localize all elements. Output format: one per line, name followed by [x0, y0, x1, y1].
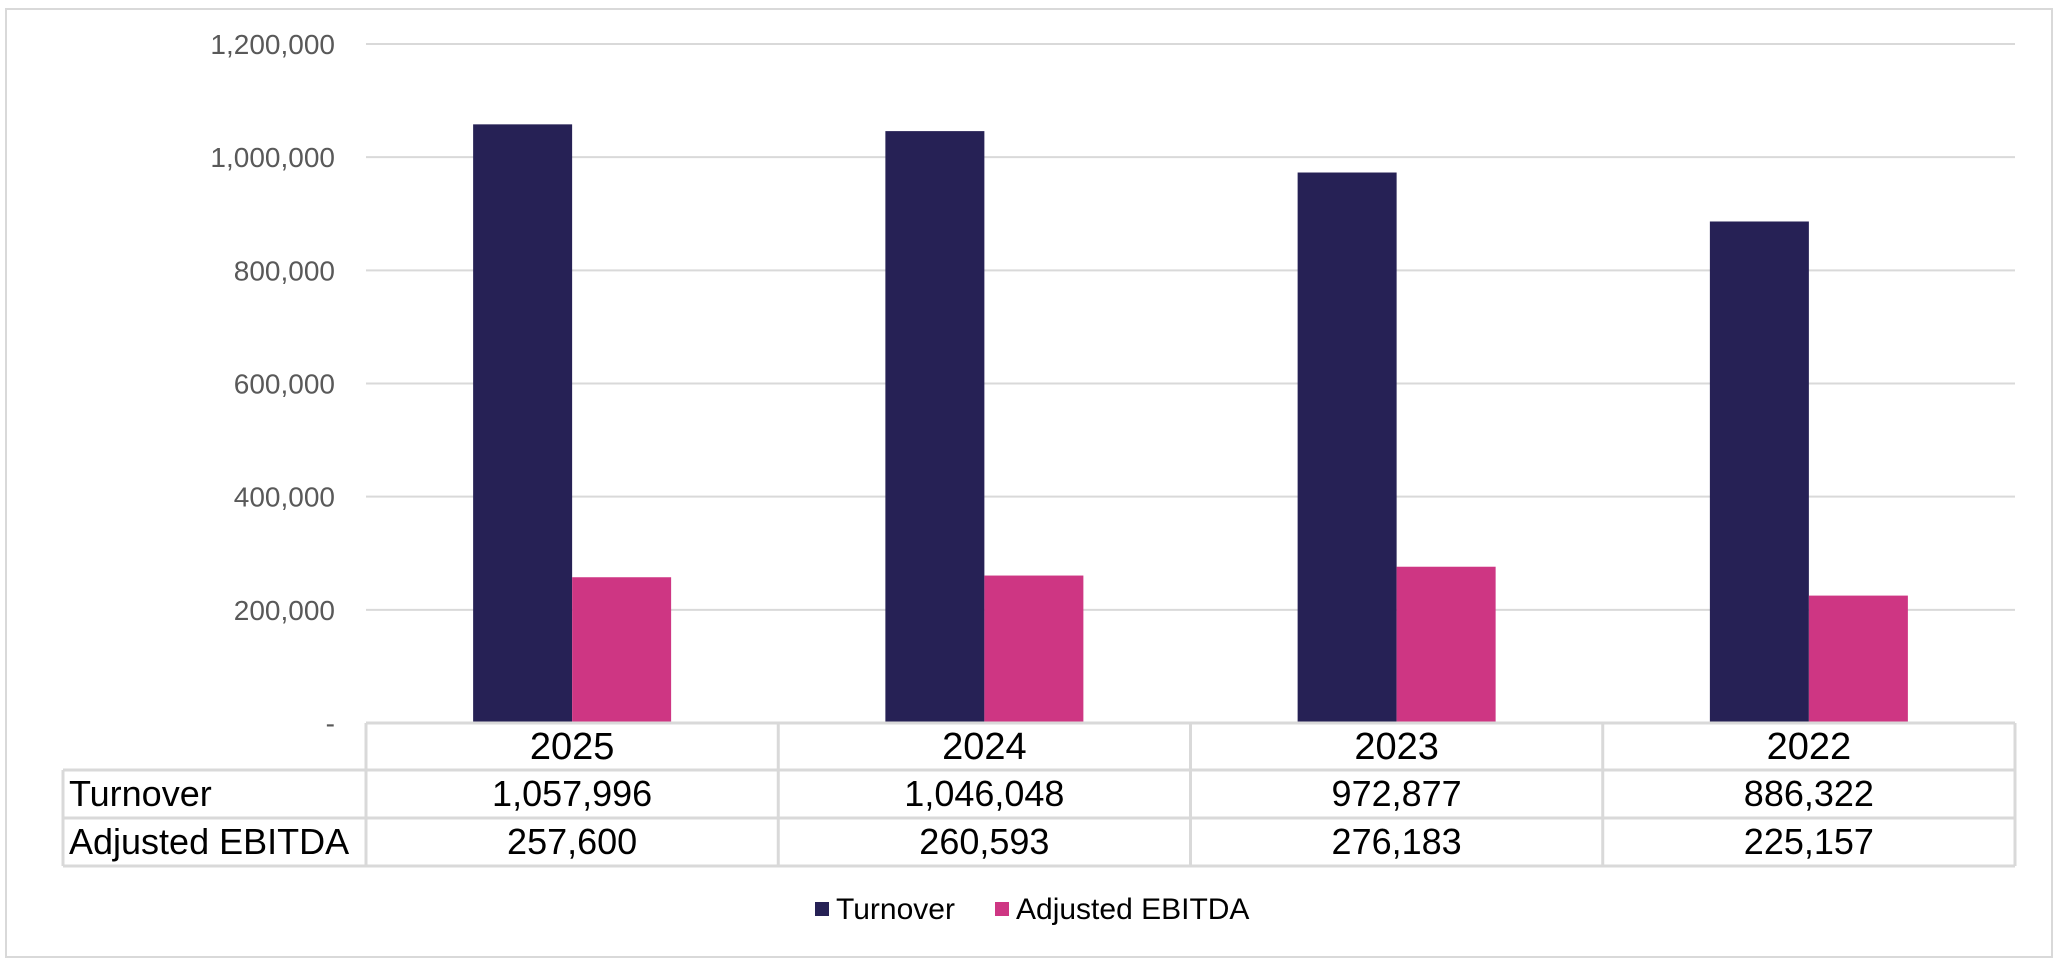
- y-tick-label: 400,000: [234, 482, 335, 513]
- table-cell-value: 886,322: [1744, 773, 1874, 814]
- table-cell-value: 1,046,048: [904, 773, 1064, 814]
- x-category-label: 2024: [942, 726, 1027, 768]
- y-tick-label: 1,200,000: [210, 29, 335, 60]
- bar-adjusted-ebitda: [984, 575, 1084, 723]
- data-table: 2025 2024 2023 2022 Turnover 1,057,996 1,046,0…: [61, 721, 2017, 868]
- table-cell-value: 276,183: [1332, 821, 1462, 862]
- y-tick-label: 600,000: [234, 369, 335, 400]
- x-category-label: 2022: [1767, 726, 1852, 768]
- bar-adjusted-ebitda: [1396, 566, 1496, 723]
- table-row-label: Adjusted EBITDA: [69, 821, 349, 862]
- legend-swatch: [815, 902, 829, 916]
- bar-turnover: [473, 124, 573, 724]
- table-cell-value: 257,600: [507, 821, 637, 862]
- bar-turnover: [885, 131, 985, 723]
- bars: [473, 124, 1908, 724]
- bar-turnover: [1709, 221, 1809, 723]
- y-axis-ticks: - 200,000 400,000 600,000 800,000 1,000,000 1,…: [210, 29, 335, 739]
- legend-label: Adjusted EBITDA: [1016, 893, 1249, 926]
- table-cell-value: 1,057,996: [492, 773, 652, 814]
- table-cell-value: 225,157: [1744, 821, 1874, 862]
- x-category-label: 2023: [1354, 726, 1439, 768]
- table-cell-value: 260,593: [919, 821, 1049, 862]
- table-cell-value: 972,877: [1332, 773, 1462, 814]
- bar-turnover: [1297, 172, 1397, 723]
- x-category-label: 2025: [530, 726, 615, 768]
- legend: Turnover Adjusted EBITDA: [815, 893, 1249, 926]
- table-row-label: Turnover: [69, 773, 212, 814]
- y-tick-label: 200,000: [234, 595, 335, 626]
- bar-adjusted-ebitda: [572, 577, 672, 723]
- legend-swatch: [995, 902, 1009, 916]
- chart-frame: [5, 8, 2053, 958]
- y-tick-label: 1,000,000: [210, 142, 335, 173]
- legend-label: Turnover: [836, 893, 955, 926]
- y-tick-label: -: [326, 708, 335, 739]
- bar-adjusted-ebitda: [1808, 595, 1908, 723]
- y-tick-label: 800,000: [234, 255, 335, 286]
